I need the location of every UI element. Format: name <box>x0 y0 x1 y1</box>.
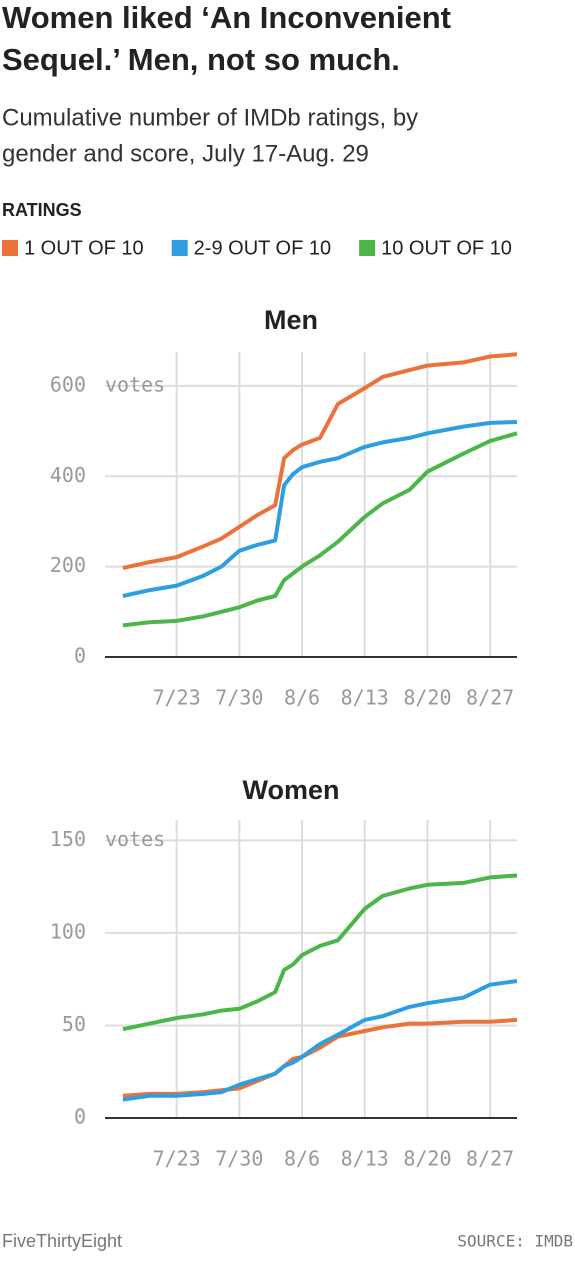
x-tick-label: 8/20 <box>403 686 451 710</box>
x-tick-label: 8/13 <box>341 1147 389 1171</box>
series-line <box>122 979 518 1102</box>
legend-swatch <box>2 240 18 256</box>
x-tick-label: 7/23 <box>153 686 201 710</box>
y-tick-label: 0 <box>74 644 86 668</box>
y-tick-label: 50 <box>62 1012 86 1036</box>
title-line: Women liked ‘An Inconvenient <box>2 0 451 35</box>
y-tick-label: 100 <box>50 919 86 943</box>
legend-title: RATINGS <box>2 200 82 220</box>
y-tick-label: 150 <box>50 827 86 851</box>
chart-title: Men <box>264 305 318 335</box>
series-line <box>122 1017 518 1098</box>
footer-brand: FiveThirtyEight <box>2 1231 122 1251</box>
y-unit: votes <box>105 372 165 396</box>
x-tick-label: 8/6 <box>284 686 320 710</box>
series-line <box>122 352 518 570</box>
y-tick-label: 400 <box>50 463 86 487</box>
chart-title: Women <box>242 775 339 805</box>
x-tick-label: 7/23 <box>153 1147 201 1171</box>
series-line <box>122 420 518 598</box>
x-tick-label: 8/6 <box>284 1147 320 1171</box>
x-tick-label: 7/30 <box>215 686 263 710</box>
y-tick-label: 600 <box>50 372 86 396</box>
subtitle-line: gender and score, July 17-Aug. 29 <box>2 140 369 167</box>
series-line <box>122 431 518 628</box>
x-tick-label: 8/27 <box>466 1147 514 1171</box>
y-unit: votes <box>105 827 165 851</box>
legend-swatch <box>359 240 376 256</box>
subtitle-line: Cumulative number of IMDb ratings, by <box>2 104 418 131</box>
legend-label: 1 OUT OF 10 <box>24 237 144 259</box>
series-line <box>122 873 518 1032</box>
x-tick-label: 8/20 <box>403 1147 451 1171</box>
legend-label: 2-9 OUT OF 10 <box>194 237 331 259</box>
legend-swatch <box>171 240 188 256</box>
title-line: Sequel.’ Men, not so much. <box>2 42 400 77</box>
x-tick-label: 8/13 <box>341 686 389 710</box>
y-tick-label: 200 <box>50 553 86 577</box>
footer-source: SOURCE: IMDB <box>457 1232 573 1251</box>
y-tick-label: 0 <box>74 1105 86 1129</box>
x-tick-label: 7/30 <box>215 1147 263 1171</box>
x-tick-label: 8/27 <box>466 686 514 710</box>
legend-label: 10 OUT OF 10 <box>381 237 512 259</box>
